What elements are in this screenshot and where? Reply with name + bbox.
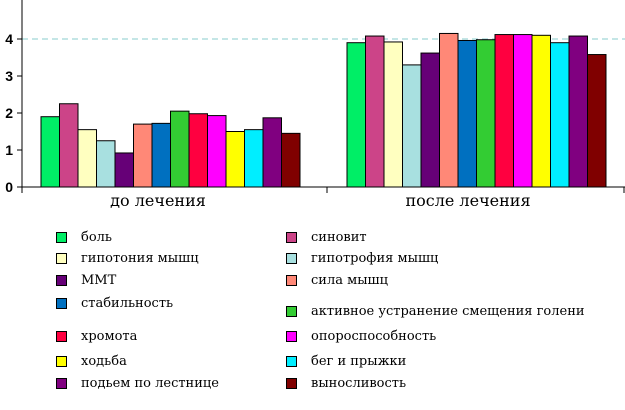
legend-swatch [286,378,297,389]
legend-swatch [286,253,297,264]
y-tick-label: 1 [5,142,13,158]
legend-item: подьем по лестнице [56,376,219,391]
legend-label: хромота [81,329,138,344]
legend-label: ММТ [81,273,117,288]
legend-label: сила мышц [311,273,388,288]
chart-axes [21,0,625,193]
legend-item: стабильность [56,296,173,311]
legend-item: хромота [56,329,137,344]
legend-item: ходьба [56,354,127,369]
category-label: после лечения [405,191,530,210]
legend-label: бег и прыжки [311,354,407,369]
legend-label: боль [81,230,112,245]
legend-label: гипотония мышц [81,251,199,266]
legend-swatch [56,232,67,243]
legend-swatch [56,298,67,309]
legend-item: синовит [286,230,367,245]
legend-swatch [56,378,67,389]
legend-label: активное устранение смещения голени [311,304,585,319]
legend-label: выносливость [311,376,407,391]
legend-swatch [56,331,67,342]
legend-swatch [286,275,297,286]
legend-label: опороспособность [311,329,437,344]
legend-item: бег и прыжки [286,354,406,369]
legend-item: активное устранение смещения голени [286,304,585,319]
legend-swatch [56,253,67,264]
legend-swatch [56,275,67,286]
legend-item: боль [56,230,112,245]
y-tick-label: 2 [5,105,13,121]
legend-item: гипотония мышц [56,251,199,266]
category-label: до лечения [110,191,206,210]
legend-label: гипотрофия мышц [311,251,439,266]
legend-swatch [286,356,297,367]
x-axis-categories: до лечения после лечения [110,191,530,210]
y-tick-label: 4 [5,31,13,47]
legend-label: стабильность [81,296,174,311]
y-tick-label: 3 [5,68,13,84]
legend-item: опороспособность [286,329,436,344]
legend-label: синовит [311,230,367,245]
legend-label: подьем по лестнице [81,376,219,391]
y-axis-ticks: 0 1 2 3 4 [5,31,22,195]
legend-item: ММТ [56,273,116,288]
legend-item: гипотрофия мышц [286,251,438,266]
y-tick-label: 0 [5,179,13,195]
chart-bars [40,32,607,188]
legend-swatch [286,232,297,243]
legend-swatch [286,306,297,317]
legend-swatch [56,356,67,367]
legend-item: выносливость [286,376,406,391]
legend-swatch [286,331,297,342]
legend-label: ходьба [81,354,127,369]
legend-item: сила мышц [286,273,388,288]
